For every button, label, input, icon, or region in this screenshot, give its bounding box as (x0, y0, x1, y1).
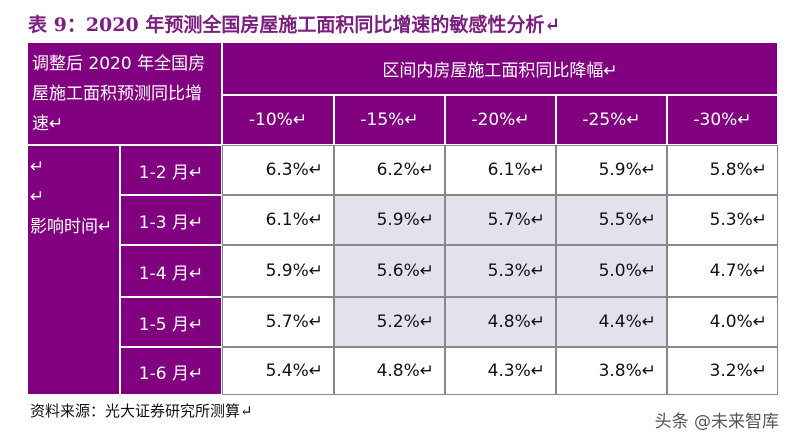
data-cell: 3.8%↵ (556, 347, 667, 395)
paragraph-mark: ↵ (30, 187, 45, 207)
data-cell: 5.2%↵ (334, 297, 445, 347)
row-label: 1-2 月↵ (120, 145, 222, 195)
data-cell: 4.8%↵ (334, 347, 445, 395)
data-cell: 3.2%↵ (667, 347, 778, 395)
watermark: 头条 @未来智库 (654, 412, 779, 432)
data-cell: 5.9%↵ (222, 245, 334, 297)
data-cell: 4.3%↵ (445, 347, 556, 395)
column-header: -10%↵ (222, 95, 334, 145)
column-header: -25%↵ (556, 95, 667, 145)
data-cell: 4.4%↵ (556, 297, 667, 347)
data-cell: 6.3%↵ (222, 145, 334, 195)
row-label: 1-3 月↵ (120, 195, 222, 245)
data-cell: 5.7%↵ (222, 297, 334, 347)
data-cell: 6.1%↵ (222, 195, 334, 245)
data-cell: 5.7%↵ (445, 195, 556, 245)
data-cell: 4.0%↵ (667, 297, 778, 347)
data-cell: 5.0%↵ (556, 245, 667, 297)
data-cell: 6.1%↵ (445, 145, 556, 195)
column-header: -15%↵ (334, 95, 445, 145)
data-cell: 5.9%↵ (334, 195, 445, 245)
group-header: 区间内房屋施工面积同比降幅↵ (222, 42, 778, 95)
data-cell: 5.5%↵ (556, 195, 667, 245)
column-header: -30%↵ (667, 95, 778, 145)
data-cell: 6.2%↵ (334, 145, 445, 195)
data-cell: 5.4%↵ (222, 347, 334, 395)
data-cell: 5.9%↵ (556, 145, 667, 195)
row-label: 1-5 月↵ (120, 297, 222, 347)
table-title: 表 9：2020 年预测全国房屋施工面积同比增速的敏感性分析↵ (28, 14, 561, 36)
data-cell: 5.3%↵ (667, 195, 778, 245)
data-cell: 5.8%↵ (667, 145, 778, 195)
data-cell: 4.7%↵ (667, 245, 778, 297)
data-cell: 5.3%↵ (445, 245, 556, 297)
data-cell: 5.6%↵ (334, 245, 445, 297)
corner-header: 调整后 2020 年全国房屋施工面积预测同比增速↵ (27, 42, 222, 145)
row-group-header: ↵ ↵ 影响时间↵ (27, 145, 120, 395)
data-cell: 4.8%↵ (445, 297, 556, 347)
row-label: 1-6 月↵ (120, 347, 222, 395)
column-header: -20%↵ (445, 95, 556, 145)
paragraph-mark: ↵ (30, 157, 45, 177)
source-note: 资料来源：光大证券研究所测算↵ (30, 402, 253, 420)
row-group-label: 影响时间↵ (30, 217, 113, 237)
row-label: 1-4 月↵ (120, 245, 222, 297)
